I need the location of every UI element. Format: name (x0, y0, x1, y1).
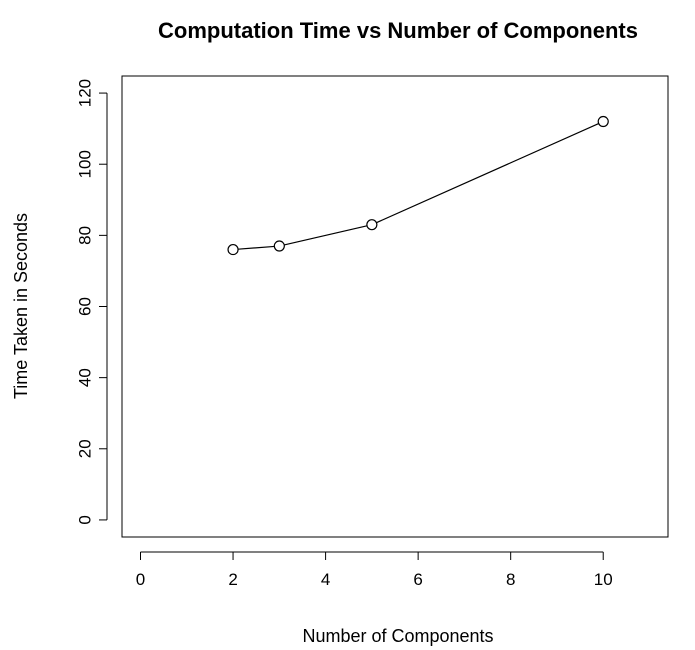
series-line-segment (284, 225, 368, 246)
x-tick-label: 2 (228, 570, 237, 589)
x-axis: 0 2 4 6 8 10 (136, 551, 613, 589)
plot-frame (121, 75, 669, 538)
data-point (273, 240, 285, 252)
data-series (227, 115, 609, 256)
data-point (227, 243, 239, 256)
x-axis-label: Number of Components (302, 626, 493, 646)
x-tick-label: 4 (321, 570, 330, 589)
y-tick-label: 0 (76, 515, 95, 524)
y-tick-label: 60 (76, 297, 95, 316)
y-axis: 0 20 40 60 80 100 120 (76, 79, 108, 525)
x-tick-label: 10 (594, 570, 613, 589)
x-tick-label: 8 (506, 570, 515, 589)
x-tick-label: 6 (413, 570, 422, 589)
series-line-segment (376, 123, 599, 224)
y-tick-label: 100 (76, 150, 95, 178)
x-tick-label: 0 (136, 570, 145, 589)
data-point (366, 219, 378, 231)
y-tick-label: 20 (76, 439, 95, 458)
data-point (597, 115, 609, 128)
y-axis-label: Time Taken in Seconds (11, 213, 31, 399)
y-tick-label: 80 (76, 226, 95, 245)
y-tick-label: 120 (76, 79, 95, 107)
y-tick-label: 40 (76, 368, 95, 387)
series-line-segment (237, 245, 275, 250)
chart-title: Computation Time vs Number of Components (158, 18, 638, 43)
